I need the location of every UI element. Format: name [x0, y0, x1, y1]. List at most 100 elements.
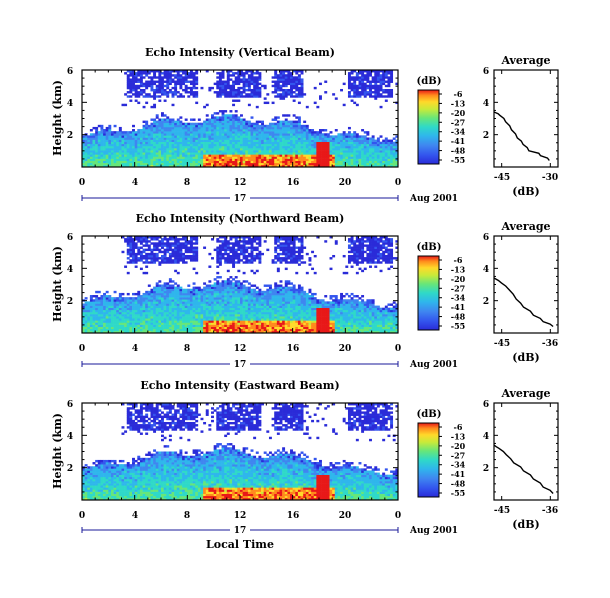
heat-cell	[129, 318, 133, 321]
heat-cell	[258, 160, 262, 164]
heat-cell	[242, 118, 246, 121]
heat-cell	[124, 145, 128, 149]
heat-cell	[182, 122, 185, 126]
heat-cell	[155, 330, 159, 334]
heat-cell	[145, 248, 149, 252]
heat-cell	[124, 265, 128, 268]
heat-cell	[229, 120, 233, 124]
heat-cell	[182, 257, 185, 260]
heat-cell	[268, 137, 272, 140]
heat-cell	[132, 244, 135, 247]
heat-cell	[197, 303, 201, 306]
heat-cell	[300, 150, 304, 153]
heat-cell	[137, 259, 141, 262]
heat-cell	[229, 148, 233, 151]
heat-cell	[232, 330, 236, 334]
heat-cell	[229, 131, 233, 134]
heat-cell	[258, 150, 262, 153]
heat-cell	[139, 297, 143, 300]
heat-cell	[166, 72, 170, 75]
heat-cell	[150, 320, 154, 323]
heat-cell	[174, 316, 178, 319]
heat-cell	[168, 129, 172, 132]
heat-cell	[279, 139, 283, 142]
heat-cell	[189, 154, 193, 157]
heat-cell	[110, 311, 114, 315]
heat-cell	[168, 76, 172, 79]
heat-cell	[229, 122, 233, 126]
heat-cell	[213, 322, 217, 325]
heat-cell	[124, 314, 128, 317]
heat-cell	[145, 126, 149, 130]
heat-cell	[137, 301, 141, 304]
heat-cell	[358, 152, 362, 155]
heat-cell	[189, 143, 193, 147]
heat-cell	[155, 70, 159, 73]
heat-cell	[240, 86, 243, 90]
heat-cell	[208, 320, 212, 323]
heat-cell	[108, 129, 112, 132]
heat-cell	[221, 112, 225, 115]
heat-cell	[387, 84, 391, 88]
heat-cell	[205, 301, 209, 304]
heat-cell	[166, 129, 170, 132]
heat-cell	[176, 238, 180, 241]
heat-cell	[166, 141, 170, 145]
heat-cell	[266, 137, 270, 140]
heat-cell	[395, 164, 399, 168]
heat-cell	[274, 145, 278, 149]
heat-cell	[279, 120, 283, 124]
heat-cell	[221, 82, 225, 86]
heat-cell	[139, 82, 143, 86]
heat-cell	[213, 324, 217, 327]
heat-cell	[311, 152, 315, 155]
heat-cell	[179, 93, 183, 96]
heat-cell	[329, 139, 333, 142]
heat-cell	[216, 326, 220, 330]
heat-cell	[174, 297, 178, 300]
heat-cell	[145, 70, 149, 73]
heat-cell	[274, 160, 278, 164]
heat-cell	[258, 141, 262, 145]
heat-cell	[361, 93, 365, 96]
heat-cell	[171, 324, 175, 327]
day-label-vertical: 17	[234, 194, 247, 204]
heat-cell	[184, 143, 188, 147]
heat-cell	[161, 88, 164, 92]
heat-cell	[229, 318, 233, 321]
heat-cell	[218, 129, 222, 132]
heat-cell	[345, 135, 349, 138]
heat-cell	[129, 324, 133, 327]
heat-cell	[234, 297, 238, 300]
heat-cell	[121, 320, 125, 323]
heat-cell	[174, 259, 178, 262]
heat-cell	[168, 150, 172, 153]
profile-title-vertical: Average	[500, 54, 550, 67]
heat-cell	[237, 150, 241, 153]
heat-cell	[279, 126, 283, 130]
heat-cell	[174, 162, 178, 166]
heat-cell	[158, 120, 162, 124]
heat-cell	[113, 314, 117, 317]
heat-cell	[121, 158, 125, 161]
x-tick: 16	[287, 178, 300, 188]
heat-cell	[179, 322, 183, 325]
heat-cell	[142, 95, 146, 98]
heat-cell	[266, 164, 270, 168]
heat-cell	[142, 82, 146, 86]
heat-cell	[139, 145, 143, 149]
heat-cell	[337, 162, 341, 166]
heat-cell	[184, 288, 188, 292]
heat-cell	[203, 311, 207, 315]
heat-cell	[218, 309, 222, 313]
heat-cell	[153, 141, 157, 145]
heat-cell	[245, 93, 249, 96]
heat-cell	[297, 86, 301, 90]
heat-cell	[258, 82, 262, 86]
heat-cell	[271, 148, 275, 151]
heat-cell	[255, 133, 259, 136]
heat-cell	[205, 154, 209, 157]
heat-cell	[316, 137, 320, 140]
heat-cell	[232, 305, 236, 308]
heat-cell	[132, 156, 135, 159]
